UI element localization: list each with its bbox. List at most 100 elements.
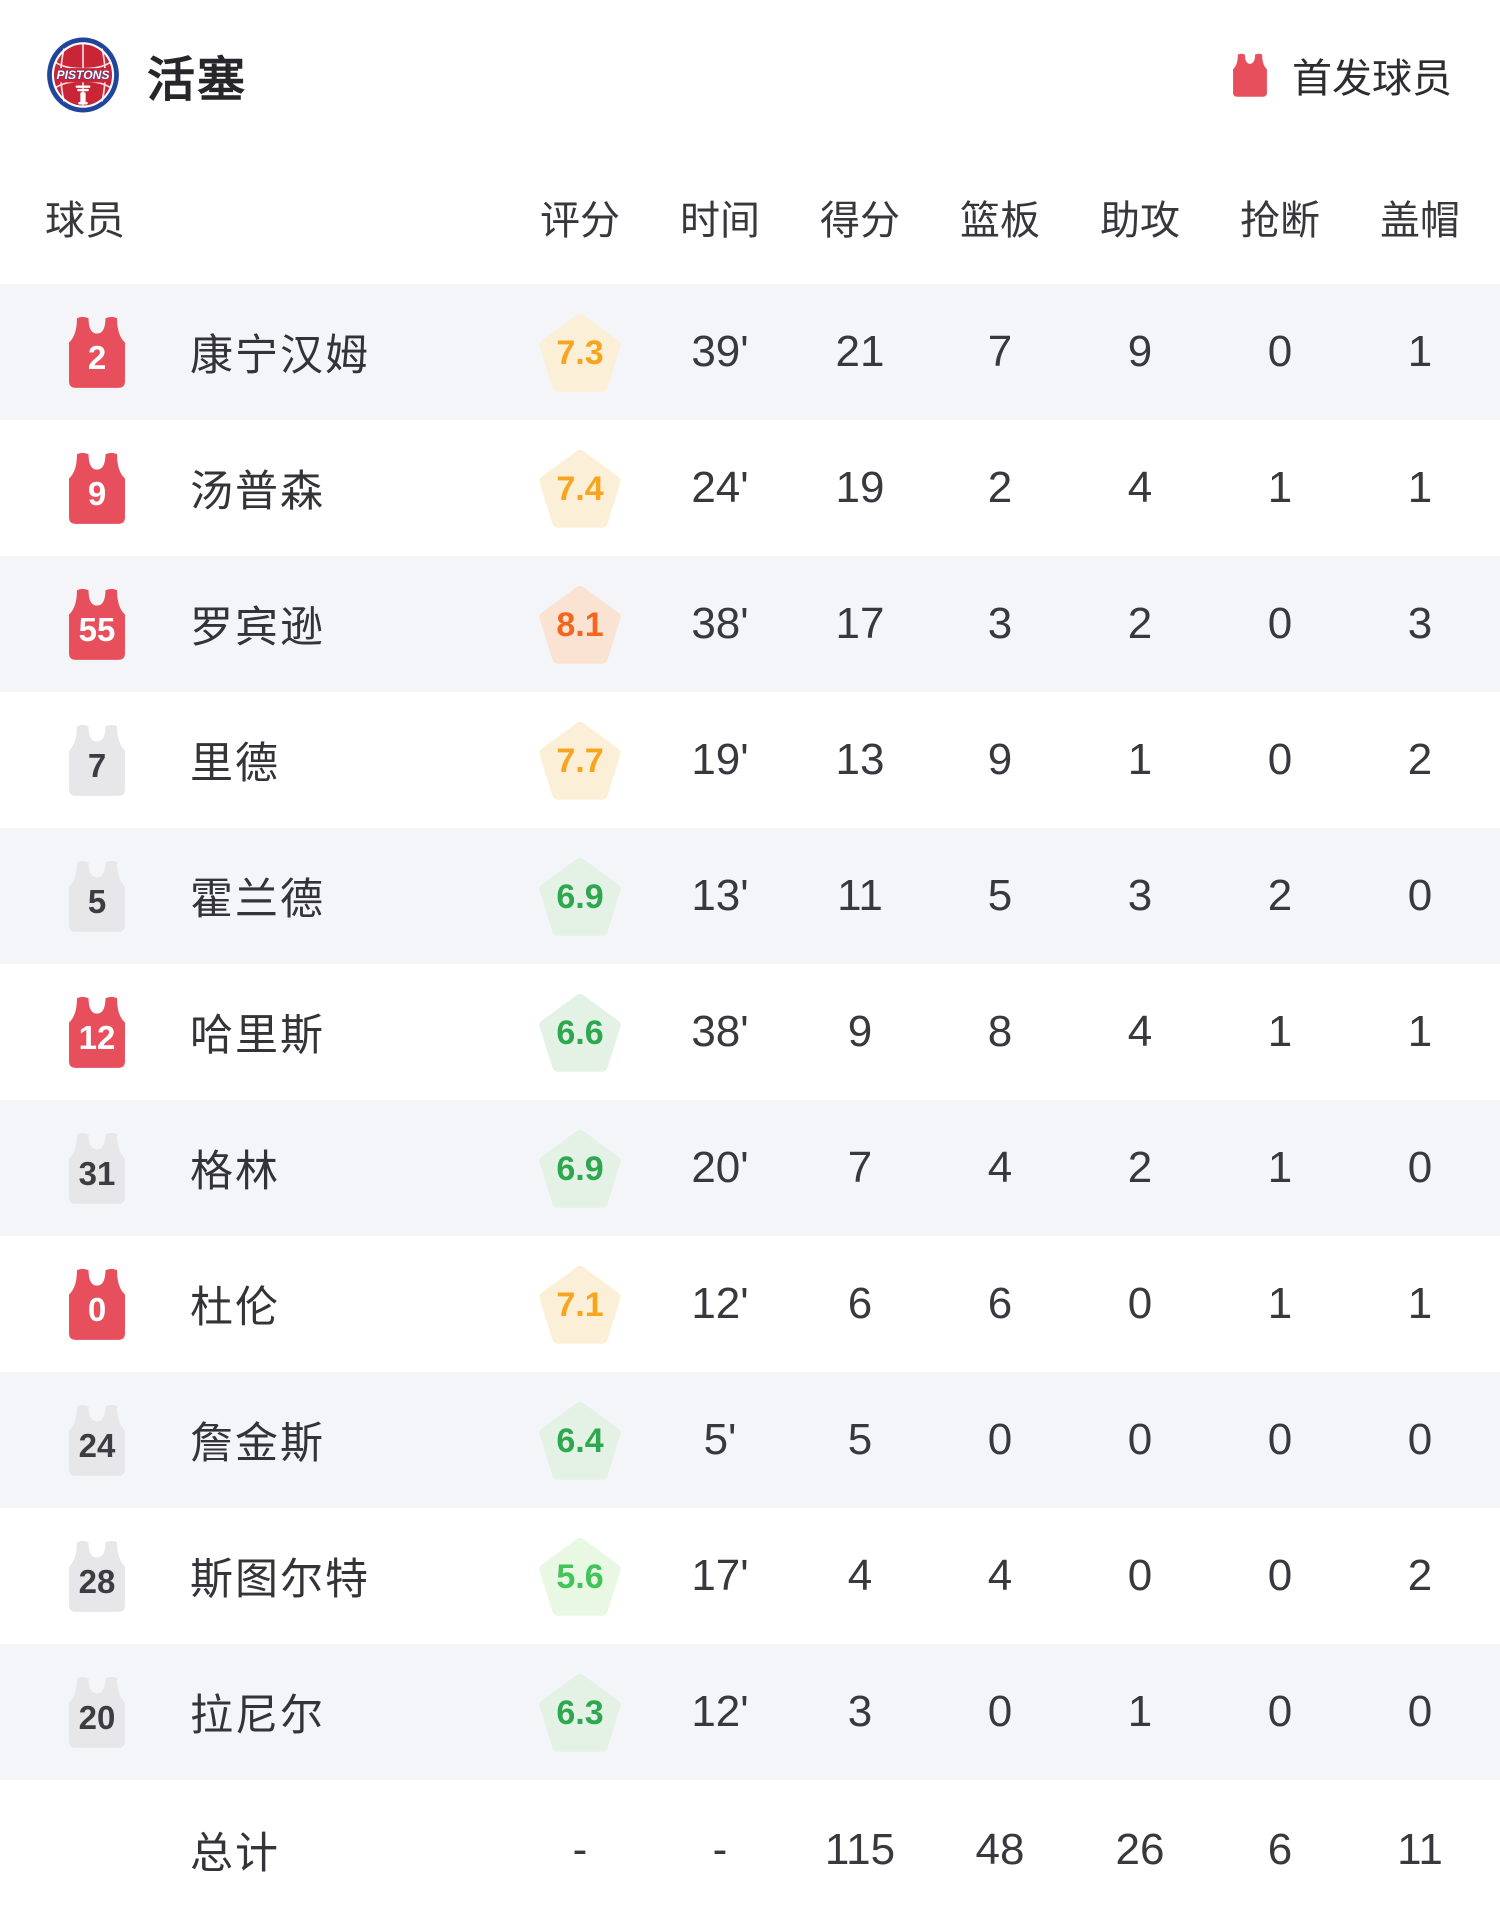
jersey-number: 9 <box>87 475 107 512</box>
assists-value: 0 <box>1127 1415 1153 1464</box>
rating-cell: 6.4 <box>510 1399 650 1481</box>
time-value: 5' <box>703 1415 737 1464</box>
jersey-number: 7 <box>87 747 107 784</box>
jersey-icon: 2 <box>62 314 132 390</box>
total-row: 总计 - - 115 48 26 6 11 <box>0 1780 1500 1920</box>
player-row[interactable]: 2 康宁汉姆 7.3 39' 21 7 9 0 1 <box>0 284 1500 420</box>
time-value: 20' <box>691 1143 749 1192</box>
total-steals: 6 <box>1267 1825 1293 1874</box>
points-value: 13 <box>835 735 885 784</box>
player-name: 康宁汉姆 <box>190 332 370 380</box>
rating-value: 6.3 <box>556 1694 604 1733</box>
rating-cell: 6.6 <box>510 991 650 1073</box>
time-value: 38' <box>691 1007 749 1056</box>
steals-value: 0 <box>1267 1687 1293 1736</box>
rebounds-value: 9 <box>987 735 1013 784</box>
steals-value: 1 <box>1267 463 1293 512</box>
rating-value: 6.4 <box>556 1422 604 1461</box>
steals-value: 1 <box>1267 1279 1293 1328</box>
rating-cell: 7.3 <box>510 311 650 393</box>
player-cell: 31 格林 <box>62 1130 510 1206</box>
jersey-icon: 5 <box>62 858 132 934</box>
column-header-rating: 评分 <box>540 199 620 243</box>
player-row[interactable]: 55 罗宾逊 8.1 38' 17 3 2 0 3 <box>0 556 1500 692</box>
player-row[interactable]: 28 斯图尔特 5.6 17' 4 4 0 0 2 <box>0 1508 1500 1644</box>
total-blocks: 11 <box>1397 1825 1443 1874</box>
points-value: 19 <box>835 463 885 512</box>
points-value: 7 <box>847 1143 873 1192</box>
rebounds-value: 4 <box>987 1551 1013 1600</box>
rating-value: 7.1 <box>556 1286 604 1325</box>
blocks-value: 3 <box>1407 599 1433 648</box>
player-row[interactable]: 20 拉尼尔 6.3 12' 3 0 1 0 0 <box>0 1644 1500 1780</box>
rebounds-value: 0 <box>987 1687 1013 1736</box>
blocks-value: 2 <box>1407 735 1433 784</box>
rating-cell: 5.6 <box>510 1535 650 1617</box>
jersey-number: 20 <box>78 1699 116 1736</box>
player-row[interactable]: 5 霍兰德 6.9 13' 11 5 3 2 0 <box>0 828 1500 964</box>
jersey-icon: 28 <box>62 1538 132 1614</box>
rebounds-value: 4 <box>987 1143 1013 1192</box>
player-row[interactable]: 9 汤普森 7.4 24' 19 2 4 1 1 <box>0 420 1500 556</box>
steals-value: 0 <box>1267 327 1293 376</box>
player-row[interactable]: 24 詹金斯 6.4 5' 5 0 0 0 0 <box>0 1372 1500 1508</box>
player-name: 里德 <box>190 740 280 788</box>
jersey-icon: 31 <box>62 1130 132 1206</box>
jersey-number: 2 <box>87 339 107 376</box>
rebounds-value: 3 <box>987 599 1013 648</box>
jersey-number: 24 <box>78 1427 116 1464</box>
time-value: 12' <box>691 1279 749 1328</box>
steals-value: 0 <box>1267 1551 1293 1600</box>
player-name: 斯图尔特 <box>190 1556 370 1604</box>
jersey-icon: 20 <box>62 1674 132 1750</box>
rating-cell: 6.9 <box>510 855 650 937</box>
assists-value: 1 <box>1127 735 1153 784</box>
rating-badge: 6.9 <box>537 1127 623 1209</box>
player-name: 霍兰德 <box>190 876 325 924</box>
rating-cell: 7.4 <box>510 447 650 529</box>
jersey-number: 28 <box>78 1563 116 1600</box>
rating-value: 7.7 <box>556 742 604 781</box>
player-row[interactable]: 7 里德 7.7 19' 13 9 1 0 2 <box>0 692 1500 828</box>
assists-value: 3 <box>1127 871 1153 920</box>
points-value: 3 <box>847 1687 873 1736</box>
blocks-value: 0 <box>1407 871 1433 920</box>
steals-value: 1 <box>1267 1007 1293 1056</box>
assists-value: 2 <box>1127 1143 1153 1192</box>
player-row[interactable]: 31 格林 6.9 20' 7 4 2 1 0 <box>0 1100 1500 1236</box>
player-row[interactable]: 0 杜伦 7.1 12' 6 6 0 1 1 <box>0 1236 1500 1372</box>
player-cell: 9 汤普森 <box>62 450 510 526</box>
player-name: 汤普森 <box>190 468 325 516</box>
rating-badge: 6.4 <box>537 1399 623 1481</box>
jersey-icon: 12 <box>62 994 132 1070</box>
rebounds-value: 0 <box>987 1415 1013 1464</box>
assists-value: 4 <box>1127 1007 1153 1056</box>
player-row[interactable]: 12 哈里斯 6.6 38' 9 8 4 1 1 <box>0 964 1500 1100</box>
time-value: 24' <box>691 463 749 512</box>
total-label: 总计 <box>190 1830 280 1878</box>
rating-badge: 8.1 <box>537 583 623 665</box>
blocks-value: 1 <box>1407 1007 1433 1056</box>
player-cell: 0 杜伦 <box>62 1266 510 1342</box>
jersey-icon: 0 <box>62 1266 132 1342</box>
rating-value: 6.9 <box>556 878 604 917</box>
rebounds-value: 2 <box>987 463 1013 512</box>
assists-value: 1 <box>1127 1687 1153 1736</box>
rating-value: 7.3 <box>556 334 604 373</box>
rating-badge: 7.1 <box>537 1263 623 1345</box>
total-rating: - <box>572 1825 588 1874</box>
time-value: 12' <box>691 1687 749 1736</box>
rating-badge: 7.3 <box>537 311 623 393</box>
points-value: 21 <box>835 327 885 376</box>
rating-cell: 6.3 <box>510 1671 650 1753</box>
player-name: 格林 <box>190 1148 280 1196</box>
blocks-value: 2 <box>1407 1551 1433 1600</box>
rating-value: 7.4 <box>556 470 604 509</box>
blocks-value: 0 <box>1407 1687 1433 1736</box>
jersey-number: 55 <box>78 611 116 648</box>
rating-value: 5.6 <box>556 1558 604 1597</box>
player-name: 杜伦 <box>190 1284 280 1332</box>
assists-value: 0 <box>1127 1279 1153 1328</box>
time-value: 19' <box>691 735 749 784</box>
player-cell: 7 里德 <box>62 722 510 798</box>
